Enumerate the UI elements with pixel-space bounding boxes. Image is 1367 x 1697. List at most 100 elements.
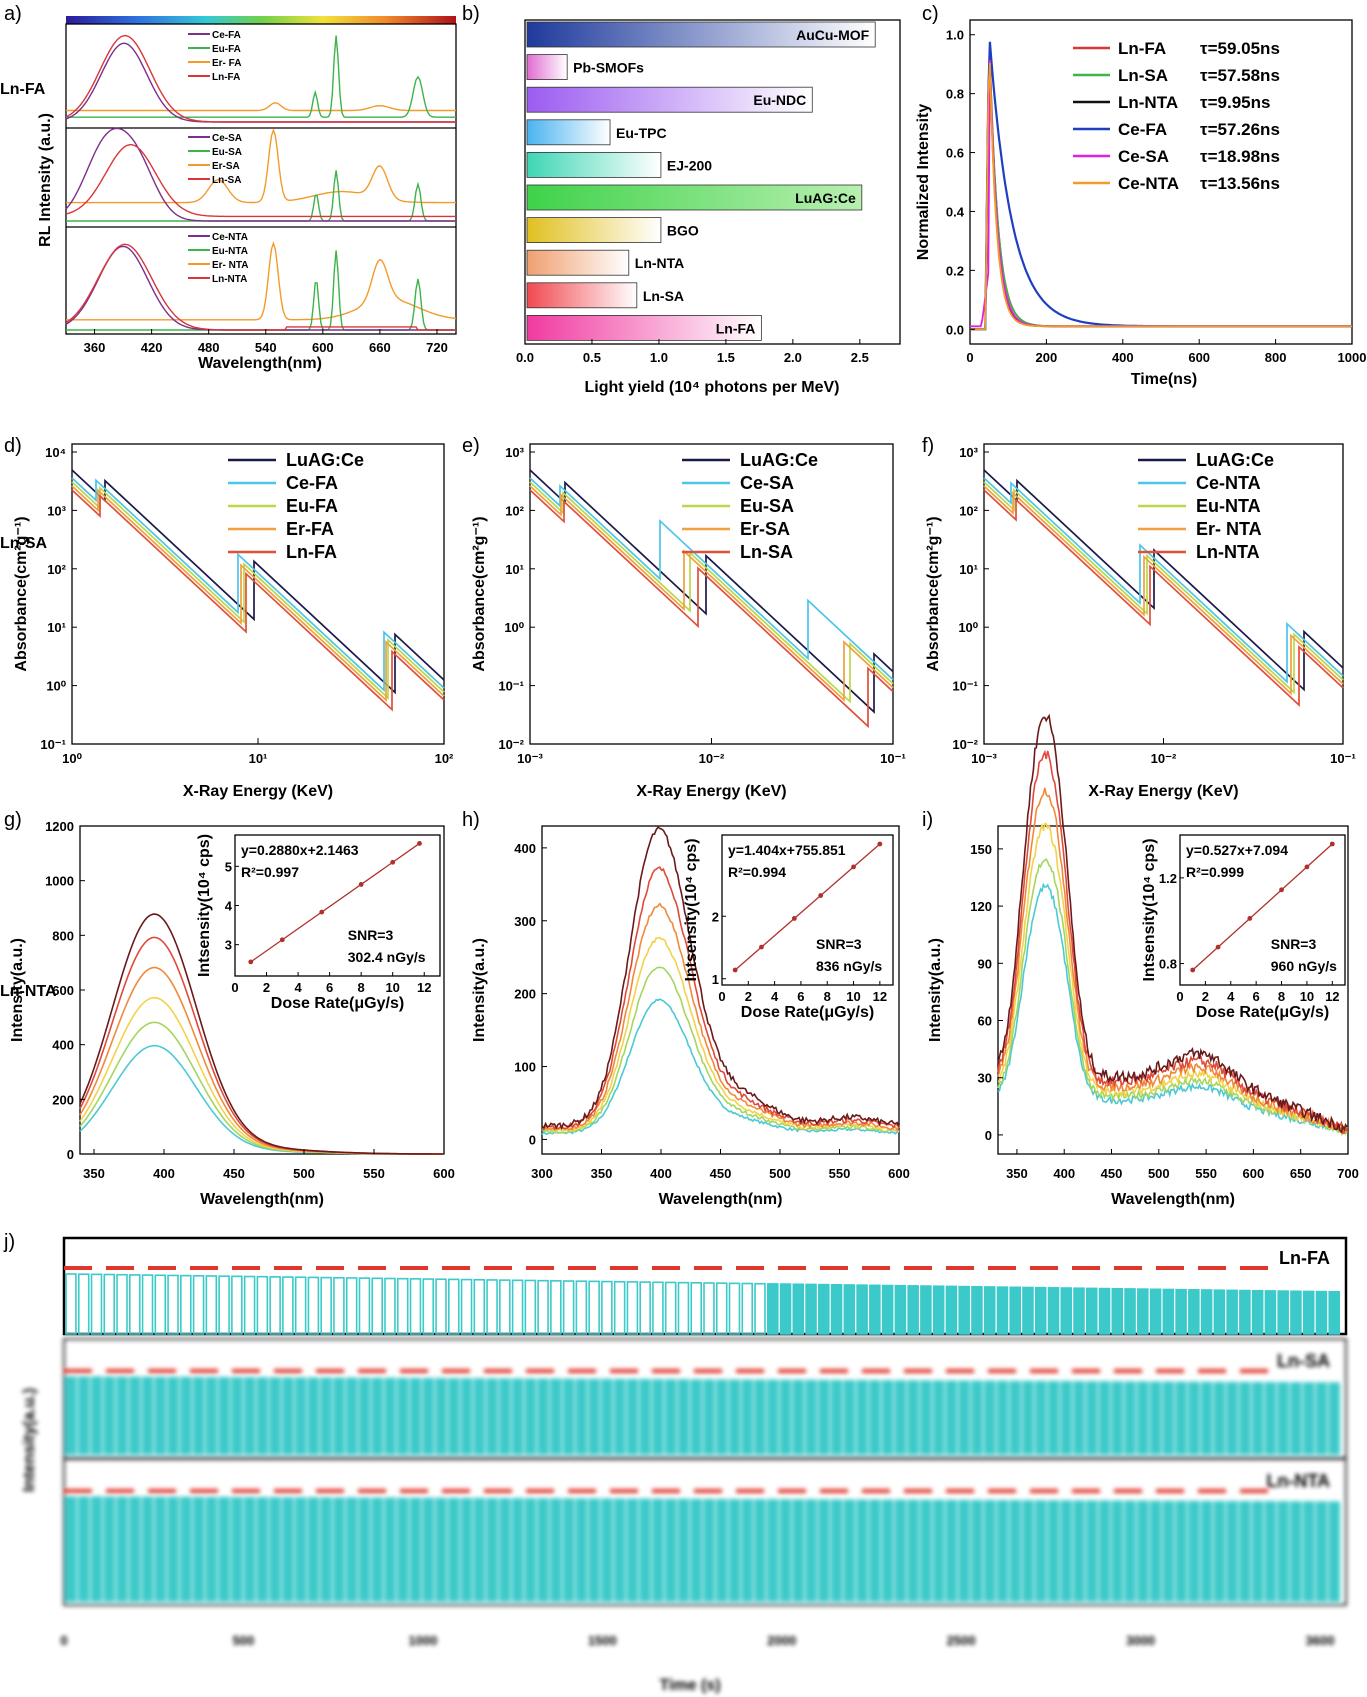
pulse	[1137, 1500, 1149, 1602]
pulse	[1060, 1500, 1073, 1602]
inset-snr: SNR=3	[1271, 936, 1317, 952]
pulse	[524, 1279, 537, 1335]
pulse	[1328, 1382, 1340, 1455]
pulse	[1149, 1500, 1162, 1602]
pulse	[422, 1377, 435, 1455]
inset-x-tick-label: 10	[1300, 989, 1314, 1004]
pulse	[1098, 1500, 1111, 1602]
pulse	[1226, 1500, 1238, 1602]
pulse	[881, 1499, 894, 1602]
pulse	[894, 1284, 907, 1335]
legend-label: LuAG:Ce	[1196, 450, 1274, 470]
pulse	[932, 1380, 945, 1455]
pulse	[932, 1499, 945, 1602]
y-tick-label: 90	[978, 956, 992, 971]
panel-label: a)	[4, 3, 22, 25]
x-tick-label: 600	[433, 1166, 455, 1181]
x-tick-label: 600	[312, 340, 334, 355]
pulse	[154, 1496, 167, 1602]
pulse	[1200, 1289, 1213, 1335]
legend-label: Eu-NTA	[212, 246, 248, 257]
x-tick-label: 400	[153, 1166, 175, 1181]
pulse	[1213, 1500, 1226, 1602]
legend-label: Ln-FA	[286, 542, 337, 562]
pulse	[932, 1285, 945, 1335]
inset-x-tick-label: 4	[771, 989, 779, 1004]
pulse	[371, 1277, 383, 1335]
bar	[526, 314, 762, 341]
inset-point	[390, 859, 396, 865]
pulse	[945, 1285, 958, 1335]
pulse	[320, 1377, 332, 1455]
series-Er	[66, 241, 457, 321]
pulse	[499, 1378, 511, 1455]
series-Er	[66, 128, 456, 204]
pulse	[1047, 1380, 1060, 1455]
inset-frame	[721, 834, 894, 986]
pulse	[294, 1497, 307, 1602]
pulse	[1086, 1381, 1098, 1455]
panel-label: f)	[922, 435, 934, 457]
x-tick-label: 650	[1290, 1166, 1312, 1181]
x-tick-label: 800	[1265, 350, 1287, 365]
pulse	[639, 1378, 651, 1455]
pulse	[1251, 1289, 1264, 1335]
x-tick-label: 2000	[767, 1633, 796, 1648]
trace-label: Ln-SA	[1277, 1351, 1330, 1371]
pulse	[422, 1278, 435, 1335]
pulse	[307, 1377, 320, 1455]
pulse	[167, 1274, 179, 1335]
y-axis-label: Normalized Intensity	[915, 104, 932, 261]
pulse	[90, 1273, 103, 1335]
pulse	[996, 1380, 1009, 1455]
pulse	[460, 1497, 473, 1602]
pulse	[537, 1279, 549, 1335]
series-Eu	[66, 170, 456, 222]
pulse	[524, 1378, 537, 1455]
pulse	[396, 1497, 409, 1602]
inset-limit: 836 nGy/s	[816, 958, 882, 974]
pulse	[103, 1376, 116, 1455]
y-tick-label: 30	[978, 1071, 992, 1086]
y-tick-label: 0	[67, 1147, 74, 1162]
x-tick-label: 0	[966, 350, 973, 365]
y-tick-label: 150	[970, 842, 992, 857]
x-tick-label: 10⁻¹	[1330, 751, 1356, 766]
pulse	[1226, 1289, 1238, 1335]
spectrum-series	[79, 1044, 444, 1155]
inset-x-label: Dose Rate(μGy/s)	[1196, 1004, 1329, 1021]
axes-frame	[969, 19, 1353, 345]
pulse	[601, 1378, 613, 1455]
pulse	[613, 1498, 626, 1602]
legend-label: Ln-NTA	[212, 274, 247, 285]
pulse	[754, 1499, 766, 1602]
x-tick-label: 660	[369, 340, 391, 355]
inset-x-tick-label: 2	[1202, 989, 1209, 1004]
pulse	[792, 1283, 805, 1335]
pulse	[1047, 1287, 1060, 1335]
pulse	[1302, 1501, 1315, 1602]
y-axis-label: Absorbance(cm²g⁻¹)	[471, 516, 488, 671]
pulse	[550, 1280, 562, 1335]
pulse	[843, 1284, 856, 1335]
y-tick-label: 10⁰	[46, 679, 66, 694]
panel-g: 350 400 450 500 550 600020040060080010001200L…	[0, 81, 455, 1208]
y-tick-label: 10⁻¹	[498, 679, 524, 694]
pulse	[141, 1376, 154, 1455]
pulse	[333, 1276, 345, 1335]
inset-x-tick-label: 8	[358, 980, 365, 995]
y-tick-label: 10⁻²	[952, 737, 978, 752]
pulse	[869, 1499, 881, 1602]
pulse	[971, 1285, 983, 1335]
legend-label: Eu-FA	[212, 44, 241, 55]
panel-title: Ln-NTA	[0, 983, 57, 1000]
pulse	[601, 1498, 613, 1602]
pulse	[626, 1498, 639, 1602]
panel-h: 300 350 400 450 500 550 6000100200300400Ln-SAW…	[0, 535, 910, 1208]
pulse	[1086, 1500, 1098, 1602]
pulse	[1175, 1288, 1187, 1335]
y-axis-label: Absorbance(cm²g⁻¹)	[925, 516, 942, 671]
x-axis-label: Time (s)	[659, 1677, 720, 1694]
